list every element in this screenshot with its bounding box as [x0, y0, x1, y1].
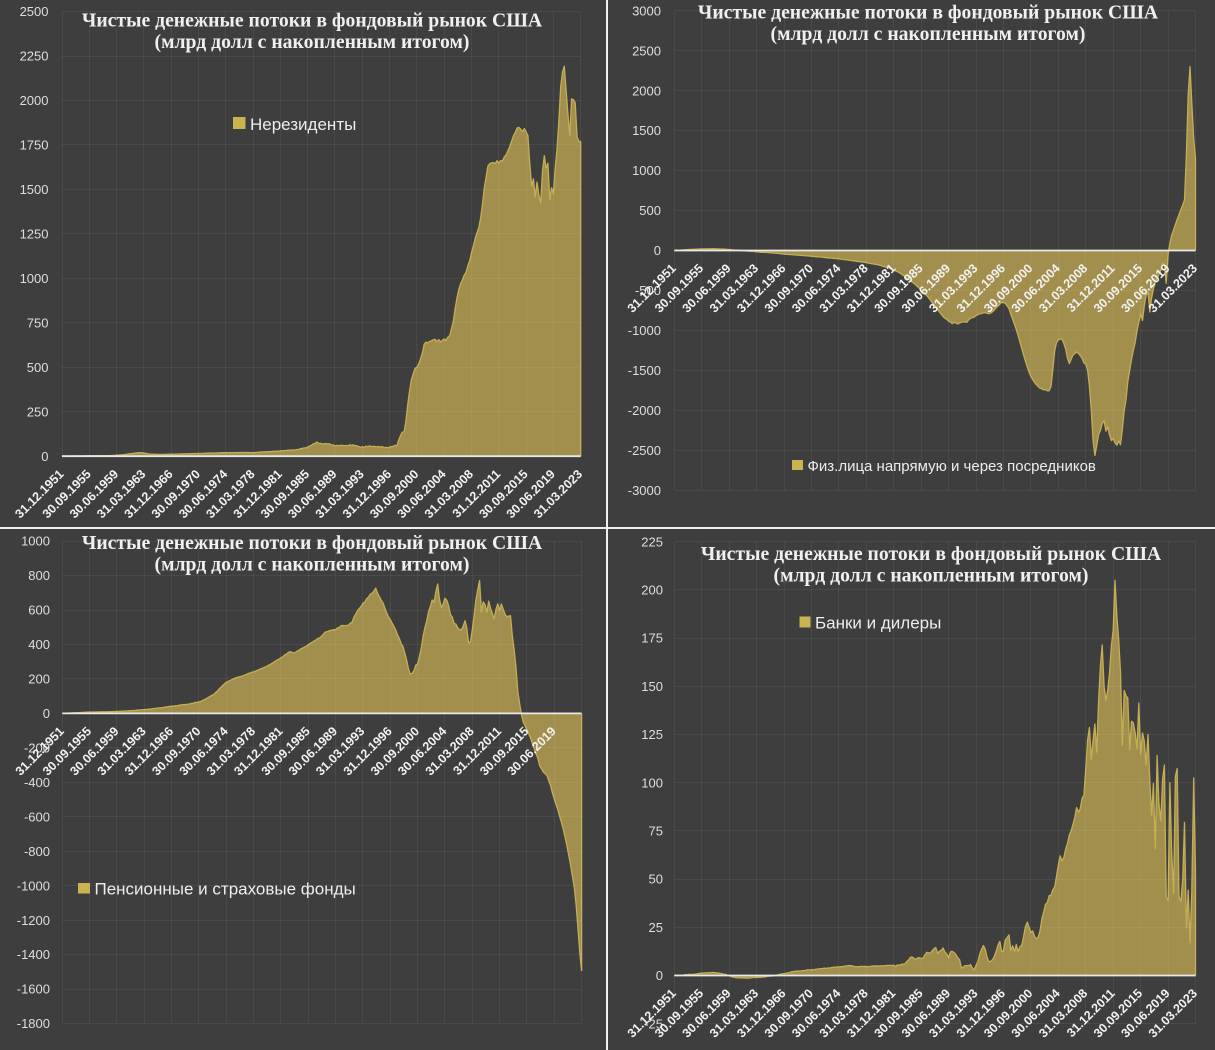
svg-text:-500: -500 [635, 283, 661, 298]
svg-text:1000: 1000 [20, 271, 49, 286]
svg-text:(млрд долл с накопленным итого: (млрд долл с накопленным итогом) [155, 31, 470, 53]
svg-text:-3000: -3000 [628, 483, 661, 498]
svg-text:Нерезиденты: Нерезиденты [250, 115, 356, 134]
svg-text:-1400: -1400 [17, 947, 50, 962]
svg-text:225: 225 [641, 534, 663, 549]
svg-text:Чистые денежные потоки в фондо: Чистые денежные потоки в фондовый рынок … [698, 2, 1159, 24]
svg-text:175: 175 [641, 631, 663, 646]
svg-text:-1500: -1500 [628, 363, 661, 378]
svg-text:750: 750 [27, 315, 49, 330]
svg-text:1500: 1500 [632, 123, 661, 138]
svg-text:200: 200 [641, 583, 663, 598]
svg-text:-400: -400 [24, 775, 50, 790]
svg-text:-2000: -2000 [628, 403, 661, 418]
svg-text:0: 0 [654, 243, 661, 258]
svg-text:-800: -800 [24, 844, 50, 859]
svg-text:800: 800 [28, 568, 50, 583]
svg-text:3000: 3000 [632, 3, 661, 18]
svg-text:200: 200 [28, 672, 50, 687]
svg-text:50: 50 [649, 872, 663, 887]
svg-text:75: 75 [649, 824, 663, 839]
svg-text:-600: -600 [24, 809, 50, 824]
svg-text:1000: 1000 [632, 163, 661, 178]
svg-text:Пенсионные и страховые фонды: Пенсионные и страховые фонды [95, 880, 356, 899]
svg-text:25: 25 [649, 920, 663, 935]
svg-text:-2500: -2500 [628, 443, 661, 458]
svg-text:(млрд долл с накопленным итого: (млрд долл с накопленным итогом) [774, 565, 1089, 587]
svg-text:2000: 2000 [20, 93, 49, 108]
svg-text:Чистые денежные потоки в фондо: Чистые денежные потоки в фондовый рынок … [82, 532, 543, 554]
svg-text:0: 0 [41, 449, 48, 464]
svg-text:-200: -200 [24, 741, 50, 756]
svg-text:600: 600 [28, 603, 50, 618]
svg-text:250: 250 [27, 404, 49, 419]
svg-text:2250: 2250 [20, 49, 49, 64]
svg-text:125: 125 [641, 727, 663, 742]
svg-text:-1200: -1200 [17, 913, 50, 928]
svg-text:2500: 2500 [632, 43, 661, 58]
svg-text:1250: 1250 [20, 227, 49, 242]
svg-text:Чистые денежные потоки в фондо: Чистые денежные потоки в фондовый рынок … [701, 543, 1162, 565]
svg-text:500: 500 [27, 360, 49, 375]
svg-text:1750: 1750 [20, 138, 49, 153]
svg-text:-25: -25 [644, 1016, 663, 1031]
svg-text:-1600: -1600 [17, 982, 50, 997]
svg-text:0: 0 [656, 968, 663, 983]
svg-text:Физ.лица напрямую и через поср: Физ.лица напрямую и через посредников [808, 458, 1096, 475]
svg-text:2000: 2000 [632, 83, 661, 98]
svg-text:(млрд долл с накопленным итого: (млрд долл с накопленным итогом) [155, 554, 470, 576]
svg-text:0: 0 [43, 706, 50, 721]
svg-text:2500: 2500 [20, 4, 49, 19]
svg-text:400: 400 [28, 637, 50, 652]
svg-text:150: 150 [641, 679, 663, 694]
svg-text:500: 500 [639, 203, 661, 218]
svg-text:-1000: -1000 [17, 878, 50, 893]
svg-text:-1800: -1800 [17, 1016, 50, 1031]
svg-text:Банки и дилеры: Банки и дилеры [815, 614, 941, 633]
svg-text:Чистые денежные потоки в фондо: Чистые денежные потоки в фондовый рынок … [82, 10, 543, 32]
svg-text:100: 100 [641, 775, 663, 790]
svg-text:(млрд долл с накопленным итого: (млрд долл с накопленным итогом) [771, 23, 1086, 45]
svg-text:1000: 1000 [21, 534, 50, 549]
svg-text:1500: 1500 [20, 182, 49, 197]
svg-text:-1000: -1000 [628, 323, 661, 338]
